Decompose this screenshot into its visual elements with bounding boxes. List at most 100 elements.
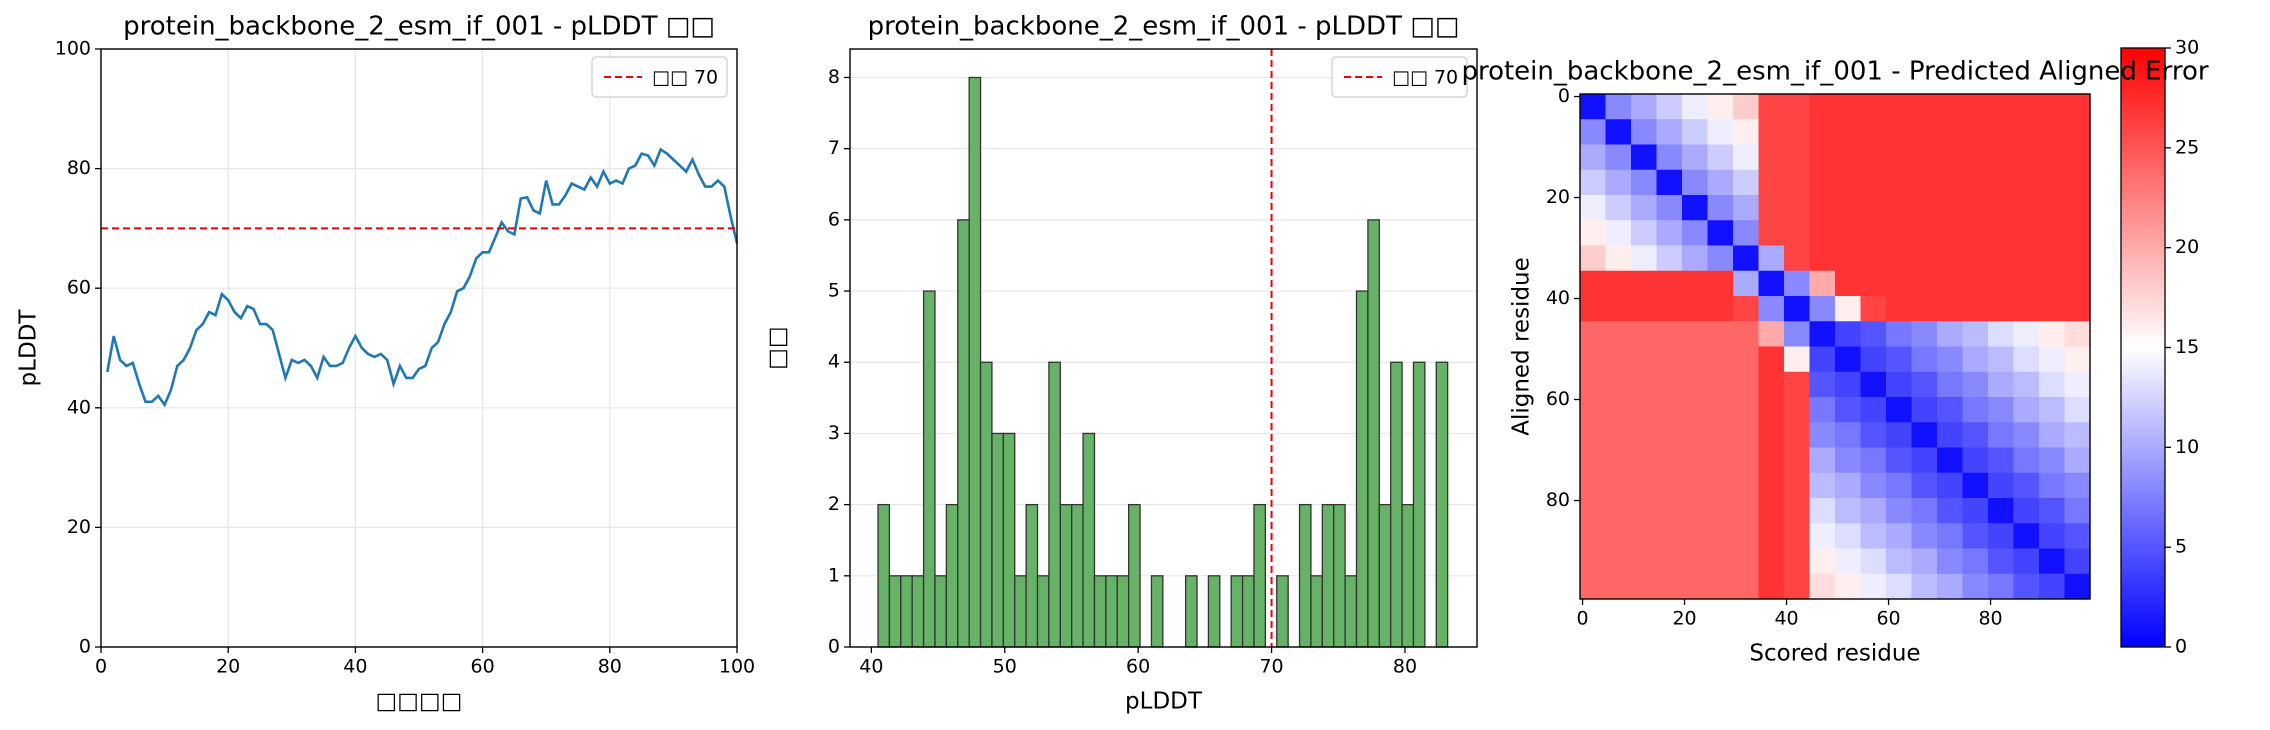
heatmap-cell bbox=[1580, 169, 1606, 196]
heatmap-cell bbox=[1937, 346, 1963, 373]
x-tick-label: 80 bbox=[1978, 608, 2002, 630]
x-tick-label: 40 bbox=[343, 656, 367, 678]
heatmap-cell bbox=[1937, 573, 1963, 600]
bar bbox=[957, 219, 970, 648]
heatmap-cell bbox=[2039, 397, 2065, 423]
heatmap-cell bbox=[1784, 498, 1810, 524]
heatmap-cell bbox=[1580, 296, 1606, 322]
heatmap-cell bbox=[1605, 119, 1632, 145]
axes-frame bbox=[849, 48, 1478, 648]
heatmap-cell bbox=[1962, 144, 1989, 171]
heatmap-cell bbox=[1707, 270, 1734, 297]
heatmap-cell bbox=[1784, 144, 1810, 171]
heatmap-cell bbox=[1937, 523, 1963, 549]
heatmap-cell bbox=[1733, 270, 1759, 297]
heatmap-cell bbox=[1886, 573, 1912, 600]
heatmap-cell bbox=[1809, 195, 1836, 221]
heatmap-cell bbox=[1784, 296, 1810, 322]
legend bbox=[1331, 56, 1468, 98]
bar bbox=[1025, 503, 1039, 648]
heatmap-cell bbox=[2064, 270, 2091, 297]
y-tick-label: 6 bbox=[828, 208, 840, 230]
x-axis-label: pLDDT bbox=[1125, 689, 1203, 715]
heatmap-cell bbox=[1937, 119, 1963, 145]
heatmap-cell bbox=[2039, 371, 2065, 398]
heatmap-cell bbox=[2064, 119, 2091, 145]
heatmap-cell bbox=[1809, 296, 1836, 322]
bar bbox=[1116, 575, 1130, 648]
y-tick-label: 4 bbox=[828, 351, 840, 373]
bar bbox=[1412, 361, 1426, 648]
heatmap-cell bbox=[1860, 498, 1887, 524]
heatmap-cell bbox=[2013, 245, 2040, 272]
heatmap-cell bbox=[1707, 523, 1734, 549]
heatmap-cell bbox=[1758, 346, 1785, 373]
heatmap-cell bbox=[1962, 523, 1989, 549]
heatmap-cell bbox=[1682, 195, 1708, 221]
heatmap-cell bbox=[1631, 346, 1657, 373]
heatmap-cell bbox=[1733, 422, 1759, 448]
heatmap-cell bbox=[1911, 548, 1938, 575]
heatmap-cell bbox=[1911, 573, 1938, 600]
heatmap-cell bbox=[1656, 472, 1683, 499]
bar bbox=[1207, 575, 1221, 648]
chart-title: protein_backbone_2_esm_if_001 - pLDDT □□ bbox=[868, 12, 1460, 42]
heatmap-cell bbox=[1835, 270, 1861, 297]
heatmap-cell bbox=[1631, 447, 1657, 474]
heatmap-cell bbox=[1707, 144, 1734, 171]
heatmap-cell bbox=[1605, 371, 1632, 398]
heatmap-cell bbox=[1707, 573, 1734, 600]
heatmap-cell bbox=[1911, 523, 1938, 549]
heatmap-cell bbox=[1886, 422, 1912, 448]
heatmap-cell bbox=[1809, 397, 1836, 423]
heatmap-cell bbox=[1758, 245, 1785, 272]
y-tick-label: 60 bbox=[1546, 388, 1570, 410]
heatmap-cell bbox=[1809, 371, 1836, 398]
heatmap-cell bbox=[1835, 472, 1861, 499]
heatmap-cell bbox=[1733, 472, 1759, 499]
chart-title: protein_backbone_2_esm_if_001 - pLDDT □□ bbox=[123, 12, 715, 42]
heatmap-cell bbox=[1733, 296, 1759, 322]
heatmap-cell bbox=[1809, 119, 1836, 145]
heatmap-cell bbox=[1860, 169, 1887, 196]
x-tick-label: 0 bbox=[95, 656, 107, 678]
heatmap-cell bbox=[2039, 119, 2065, 145]
heatmap-cell bbox=[1631, 523, 1657, 549]
heatmap-cell bbox=[1911, 144, 1938, 171]
heatmap-cell bbox=[1682, 472, 1708, 499]
bar bbox=[1230, 575, 1244, 648]
heatmap-cell bbox=[1937, 422, 1963, 448]
bar bbox=[1150, 575, 1164, 648]
heatmap-cell bbox=[1682, 220, 1708, 246]
heatmap-cell bbox=[1911, 119, 1938, 145]
heatmap-cell bbox=[1962, 371, 1989, 398]
heatmap-cell bbox=[1911, 422, 1938, 448]
heatmap-cell bbox=[1733, 397, 1759, 423]
heatmap-cell bbox=[1988, 321, 2014, 347]
heatmap-cell bbox=[1937, 144, 1963, 171]
heatmap-cell bbox=[1988, 220, 2014, 246]
bar bbox=[1105, 575, 1118, 648]
bar bbox=[1184, 575, 1198, 648]
heatmap-cell bbox=[2013, 119, 2040, 145]
heatmap-cell bbox=[1962, 573, 1989, 600]
axes-frame bbox=[100, 48, 738, 648]
heatmap-cell bbox=[1580, 447, 1606, 474]
heatmap-cell bbox=[1605, 573, 1632, 600]
heatmap-cell bbox=[1809, 245, 1836, 272]
x-tick-label: 0 bbox=[1577, 608, 1589, 630]
heatmap-cell bbox=[1886, 195, 1912, 221]
colorbar-tick-label: 20 bbox=[2175, 236, 2199, 258]
x-tick-label: 70 bbox=[1259, 656, 1283, 678]
x-tick-label: 60 bbox=[1126, 656, 1150, 678]
heatmap-cell bbox=[2064, 371, 2091, 398]
heatmap-cell bbox=[1962, 94, 1989, 120]
heatmap-cell bbox=[1758, 296, 1785, 322]
heatmap-cell bbox=[1631, 321, 1657, 347]
line bbox=[106, 147, 739, 408]
y-tick-label: 20 bbox=[1546, 186, 1570, 208]
bar bbox=[1276, 575, 1289, 648]
y-tick-label: 80 bbox=[67, 157, 91, 179]
heatmap-cell bbox=[1860, 270, 1887, 297]
heatmap-cell bbox=[2013, 472, 2040, 499]
